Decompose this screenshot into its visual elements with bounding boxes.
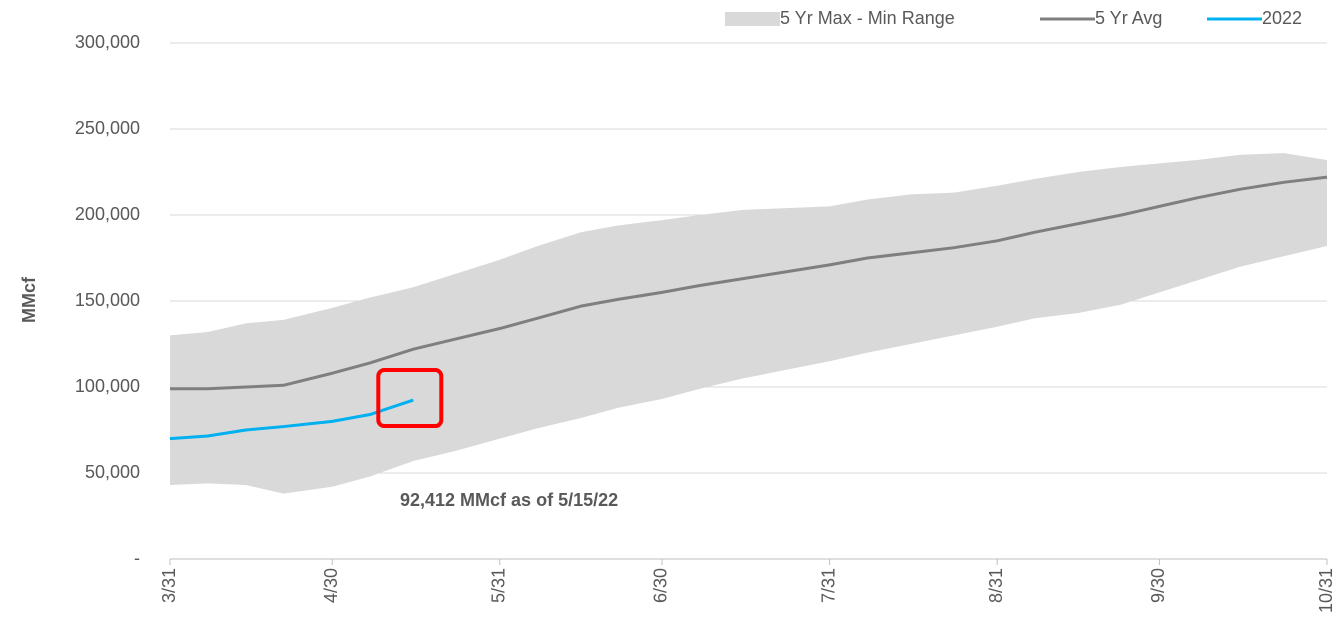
x-tick-label: 5/31 (489, 568, 509, 603)
x-tick-label: 8/31 (986, 568, 1006, 603)
y-tick-label: 200,000 (75, 204, 140, 224)
highlight-box (376, 368, 444, 429)
x-tick-label: 6/30 (651, 568, 671, 603)
series-line (170, 175, 1328, 391)
y-tick-label: 100,000 (75, 376, 140, 396)
range-band (170, 153, 1327, 494)
x-tick-label: 9/30 (1148, 568, 1168, 603)
y-tick-label: 300,000 (75, 32, 140, 52)
y-tick-label: - (134, 548, 140, 568)
y-tick-label: 50,000 (85, 462, 140, 482)
annotation: 92,412 MMcf as of 5/15/22 (400, 490, 618, 510)
x-tick-label: 3/31 (159, 568, 179, 603)
legend-label: 2022 (1262, 8, 1302, 28)
x-tick-label: 7/31 (818, 568, 838, 603)
y-axis-label: MMcf (19, 276, 39, 323)
legend-swatch (725, 12, 780, 26)
y-tick-label: 150,000 (75, 290, 140, 310)
y-tick-label: 250,000 (75, 118, 140, 138)
x-tick-label: 10/31 (1316, 568, 1335, 613)
legend-label: 5 Yr Avg (1095, 8, 1162, 28)
legend-label: 5 Yr Max - Min Range (780, 8, 955, 28)
series-line (169, 398, 414, 441)
x-tick-label: 4/30 (321, 568, 341, 603)
